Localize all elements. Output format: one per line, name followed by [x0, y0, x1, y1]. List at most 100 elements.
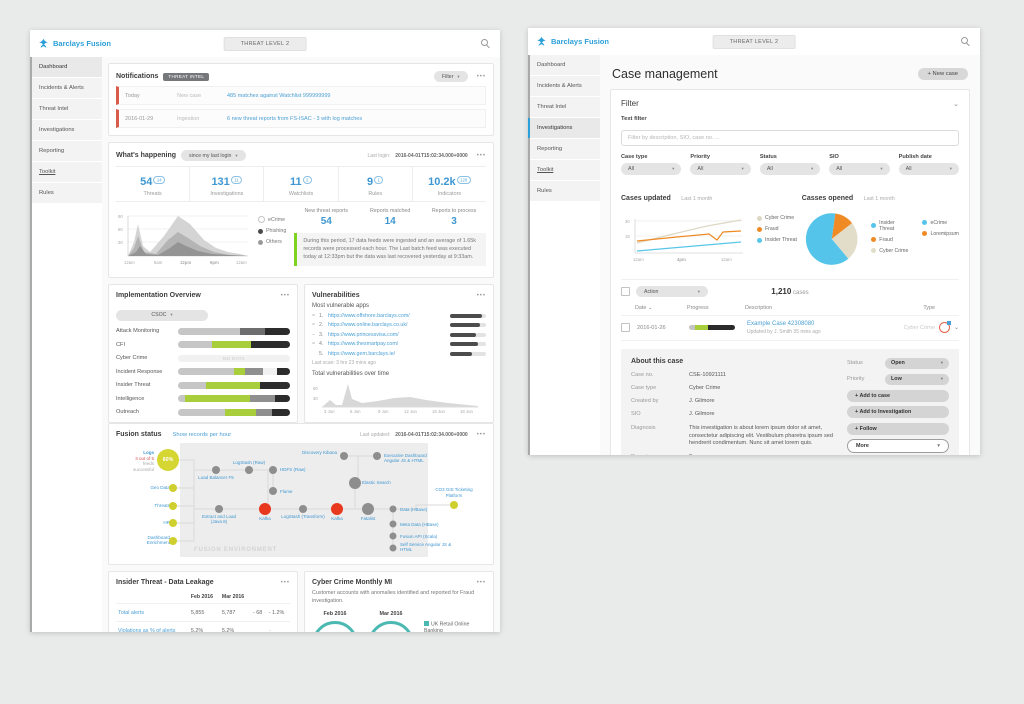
priority-dropdown[interactable]: Low ▾ [885, 373, 949, 385]
sio-link[interactable]: J. Gilmore [689, 411, 715, 418]
feed-status-dot[interactable] [169, 519, 177, 527]
node-dot[interactable] [349, 477, 361, 489]
sidebar-item-dashboard[interactable]: Dashboard [32, 57, 102, 78]
action-dropdown[interactable]: Action ▾ [636, 286, 708, 297]
search-icon[interactable] [961, 37, 970, 46]
menu-dots-icon[interactable]: ••• [280, 579, 290, 586]
reports-link[interactable]: 2 [689, 454, 692, 455]
follow-button[interactable]: + Follow [847, 422, 949, 435]
node-dot[interactable] [299, 505, 307, 513]
menu-dots-icon[interactable]: ••• [476, 292, 486, 299]
cases-updated-legend: Cyber Crime Fraud Insider Threat [757, 215, 797, 265]
app-link[interactable]: https://www.online.barclays.co.uk/ [328, 322, 408, 328]
app-link[interactable]: https://www.offshore.barclays.com/ [328, 312, 410, 319]
case-title-link[interactable]: Example Case 42308080 [747, 321, 815, 327]
app-link[interactable]: https://www.gem.barclays.ie/ [328, 350, 396, 357]
sidebar-item-incidents[interactable]: Incidents & Alerts [530, 76, 600, 97]
app-link[interactable]: https://www.thesmartpay.com/ [328, 341, 399, 347]
csoc-dropdown[interactable]: CSOC ▾ [116, 309, 208, 321]
more-dropdown[interactable]: More ▾ [847, 439, 949, 453]
menu-dots-icon[interactable]: ••• [476, 73, 486, 80]
metric-link[interactable]: Total alerts [116, 603, 189, 622]
node-label: HDFS (Raw) [280, 467, 306, 472]
node-dot[interactable] [389, 544, 397, 552]
sidebar-item-threat-intel[interactable]: Threat Intel [32, 99, 102, 120]
notification-row[interactable]: 2016-01-29 Ingestion 6 new threat report… [116, 109, 486, 128]
expand-chevron-icon[interactable]: ⌄ [953, 325, 959, 332]
case-no-link[interactable]: CSE-10921111 [689, 371, 727, 378]
logs-percent-indicator[interactable]: 60% [157, 449, 179, 471]
publish-date-dropdown[interactable]: All ▾ [898, 163, 960, 175]
sidebar-item-investigations[interactable]: Investigations [528, 118, 600, 139]
show-records-link[interactable]: Show records per hour [172, 431, 232, 438]
status-dropdown[interactable]: All ▾ [759, 163, 821, 175]
stat-investigations[interactable]: 131 11 Investigations [190, 167, 265, 201]
threat-level-badge[interactable]: THREAT LEVEL 2 [223, 36, 307, 51]
node-dot[interactable] [389, 505, 397, 513]
node-dot[interactable] [373, 452, 381, 460]
status-dropdown[interactable]: Open ▾ [885, 357, 949, 369]
stat-threats[interactable]: 54 14 Threats [116, 167, 191, 201]
notification-link[interactable]: 485 matches against Watchlist 999999999 [227, 92, 331, 99]
case-type-dropdown[interactable]: All ▾ [621, 163, 682, 175]
node-dot-alert[interactable] [331, 503, 343, 515]
brand[interactable]: Barclays Fusion [528, 36, 609, 47]
node-dot[interactable] [245, 466, 253, 474]
node-dot[interactable] [340, 452, 348, 460]
stat-indicators[interactable]: 10.2k 120 Indicators [413, 167, 486, 201]
sidebar-item-investigations[interactable]: Investigations [32, 120, 102, 141]
node-dot-external[interactable] [450, 501, 458, 509]
case-row[interactable]: 2016-01-26 Example Case 42308080 Updated… [621, 316, 959, 341]
sidebar-item-reporting[interactable]: Reporting [32, 141, 102, 162]
cases-updated-panel: Cases updated Last 1 month 30 15 12am 4pm 1… [621, 187, 802, 269]
created-by-link[interactable]: J. Gilmore [689, 398, 715, 405]
node-dot-alert[interactable] [259, 503, 271, 515]
feed-status-dot[interactable] [169, 502, 177, 510]
menu-dots-icon[interactable]: ••• [476, 431, 486, 438]
brand[interactable]: Barclays Fusion [30, 38, 111, 49]
sidebar-item-toolkit[interactable]: Toolkit [530, 160, 600, 181]
sidebar-item-incidents[interactable]: Incidents & Alerts [32, 78, 102, 99]
threat-level-badge[interactable]: THREAT LEVEL 2 [712, 34, 796, 49]
node-dot[interactable] [212, 466, 220, 474]
legend-dot-cyber-crime [757, 215, 762, 221]
text-filter-input[interactable] [621, 130, 959, 146]
sidebar-item-reporting[interactable]: Reporting [530, 139, 600, 160]
node-dot[interactable] [215, 505, 223, 513]
svg-text:6am: 6am [154, 260, 163, 265]
priority-dropdown[interactable]: All ▾ [690, 163, 751, 175]
row-checkbox[interactable] [621, 323, 630, 333]
sidebar-item-dashboard[interactable]: Dashboard [530, 55, 600, 76]
new-case-button[interactable]: + New case [917, 68, 968, 80]
table-row: Violations as % of alerts 5.2% 5.2% - [116, 621, 290, 632]
sidebar-item-rules[interactable]: Rules [32, 183, 102, 204]
menu-dots-icon[interactable]: ••• [476, 579, 486, 586]
sio-dropdown[interactable]: All ▾ [829, 163, 890, 175]
notifications-filter-dropdown[interactable]: Filter ▾ [433, 71, 468, 82]
stat-watchlists[interactable]: 11 2 Watchlists [264, 167, 339, 201]
menu-dots-icon[interactable]: ••• [280, 292, 290, 299]
node-dot[interactable] [389, 532, 397, 540]
notification-link[interactable]: 6 new threat reports from FS-ISAC - 3 wi… [227, 115, 363, 122]
notification-row[interactable]: Today New case 485 matches against Watch… [116, 86, 486, 105]
feed-status-dot[interactable] [169, 537, 177, 545]
add-to-case-button[interactable]: + Add to case [847, 389, 949, 402]
node-dot[interactable] [362, 503, 374, 515]
search-icon[interactable] [481, 39, 490, 48]
metric-link[interactable]: Violations as % of alerts [116, 621, 189, 632]
range-dropdown[interactable]: since my last login ▾ [181, 150, 246, 161]
app-link[interactable]: https://www.princessvisa.com/ [328, 331, 399, 338]
menu-dots-icon[interactable]: ••• [476, 152, 486, 159]
select-all-checkbox[interactable] [621, 287, 630, 296]
node-dot[interactable] [269, 487, 277, 495]
sidebar-item-threat-intel[interactable]: Threat Intel [530, 97, 600, 118]
collapse-chevron-icon[interactable]: ⌄ [953, 100, 959, 108]
node-dot[interactable] [269, 466, 277, 474]
add-to-investigation-button[interactable]: + Add to Investigation [847, 406, 949, 418]
node-dot[interactable] [389, 520, 397, 528]
sort-by-date[interactable]: Date ⌄ [635, 305, 653, 311]
sidebar-item-toolkit[interactable]: Toolkit [32, 162, 102, 183]
feed-status-dot[interactable] [169, 484, 177, 492]
sidebar-item-rules[interactable]: Rules [530, 181, 600, 202]
